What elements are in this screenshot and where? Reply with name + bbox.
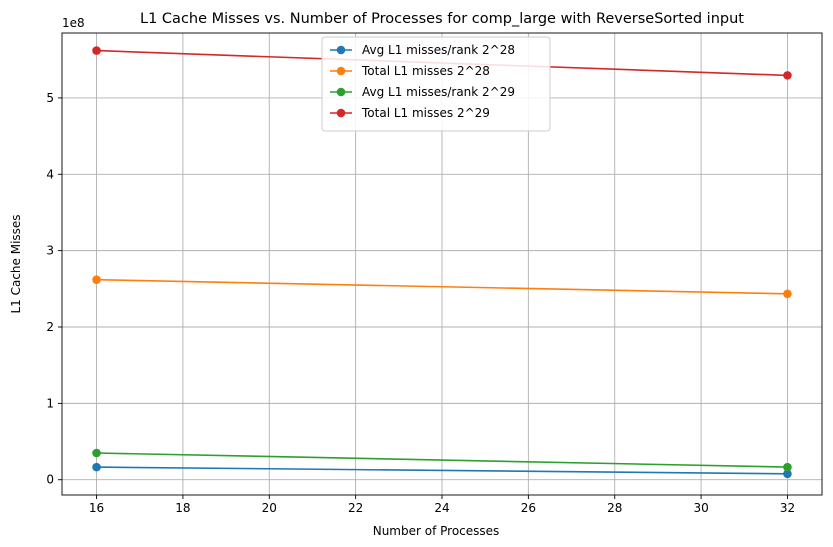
y-scale-label: 1e8 (62, 16, 85, 30)
data-point (783, 71, 792, 80)
data-point (783, 469, 792, 479)
y-tick-label: 1 (46, 396, 54, 410)
legend-marker (336, 108, 346, 118)
x-axis-label: Number of Processes (373, 524, 500, 538)
legend-marker (336, 87, 346, 97)
data-point (92, 462, 101, 472)
legend: Avg L1 misses/rank 2^28 Total L1 misses 2… (321, 36, 551, 132)
data-point (92, 46, 101, 55)
y-tick-label: 0 (46, 473, 54, 487)
x-tick-label: 22 (348, 501, 363, 515)
legend-label: Avg L1 misses/rank 2^29 (362, 85, 515, 99)
x-tick-label: 26 (521, 501, 536, 515)
y-axis: 0 1 2 3 4 5 (46, 91, 62, 487)
y-axis-label: L1 Cache Misses (9, 214, 23, 313)
series-line (96, 452, 788, 468)
x-tick-label: 24 (434, 501, 449, 515)
series-line (96, 466, 788, 475)
legend-label: Avg L1 misses/rank 2^28 (362, 43, 515, 57)
y-tick-label: 3 (46, 244, 54, 258)
legend-marker (336, 45, 346, 55)
legend-label: Total L1 misses 2^28 (361, 64, 490, 78)
x-tick-label: 30 (693, 501, 708, 515)
x-tick-label: 20 (262, 501, 277, 515)
data-point (92, 275, 101, 284)
y-tick-label: 2 (46, 320, 54, 334)
x-axis: 16 18 20 22 24 26 28 30 32 (89, 495, 795, 515)
series-group (92, 46, 792, 479)
legend-marker (336, 66, 346, 76)
series-line (96, 278, 788, 295)
x-tick-label: 16 (89, 501, 104, 515)
data-point (92, 448, 101, 458)
legend-box (321, 36, 551, 132)
x-tick-label: 18 (175, 501, 190, 515)
legend-label: Total L1 misses 2^29 (361, 106, 490, 120)
x-tick-label: 32 (780, 501, 795, 515)
data-point (783, 462, 792, 472)
data-point (783, 289, 792, 299)
x-tick-label: 28 (607, 501, 622, 515)
y-tick-label: 5 (46, 91, 54, 105)
chart-title: L1 Cache Misses vs. Number of Processes … (140, 11, 744, 27)
y-tick-label: 4 (46, 167, 54, 181)
